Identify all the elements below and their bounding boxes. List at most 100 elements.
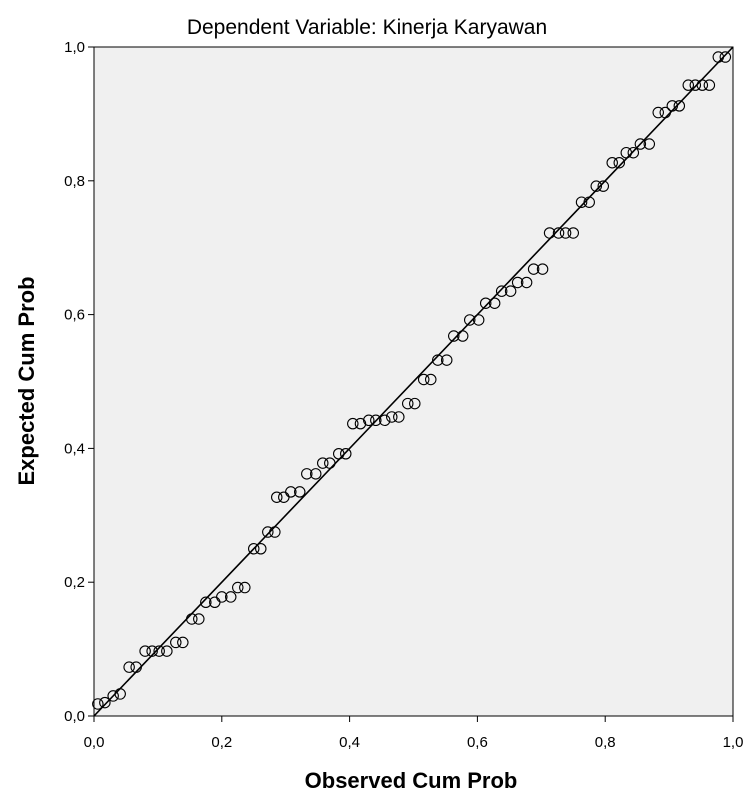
data-point	[248, 542, 260, 555]
data-point	[575, 196, 588, 208]
data-point	[536, 263, 549, 275]
data-point	[472, 314, 485, 326]
y-tick-label: 0,2	[64, 574, 85, 591]
data-point	[309, 468, 322, 480]
data-point	[682, 79, 695, 91]
data-point	[224, 591, 237, 603]
data-point	[271, 491, 283, 503]
y-tick-label: 1,0	[64, 39, 85, 56]
data-point	[262, 526, 274, 538]
data-point	[332, 448, 345, 460]
y-axis-ticks: 0,0 0,2 0,4 0,6 0,8 1,0	[64, 39, 94, 725]
x-axis-ticks: 0,0 0,2 0,4 0,6 0,8 1,0	[84, 716, 744, 751]
data-point	[456, 330, 469, 342]
data-point	[543, 227, 556, 239]
chart-title: Dependent Variable: Kinerja Karyawan	[187, 16, 547, 39]
data-point	[354, 417, 367, 430]
data-point	[139, 645, 151, 657]
data-point	[634, 138, 647, 150]
data-point	[393, 411, 405, 423]
data-point	[193, 613, 205, 625]
data-point	[520, 276, 533, 289]
data-point	[627, 146, 640, 159]
data-point	[114, 688, 126, 700]
y-tick-label: 0,0	[64, 708, 85, 725]
data-point	[378, 414, 391, 427]
data-point	[432, 354, 444, 366]
data-point	[107, 690, 119, 702]
data-point	[409, 397, 421, 410]
data-point	[146, 645, 158, 657]
x-axis-label: Observed Cum Prob	[305, 768, 518, 793]
data-point	[689, 79, 702, 91]
data-point	[511, 276, 524, 289]
data-point	[324, 457, 336, 469]
reference-line	[93, 46, 734, 717]
y-tick-label: 0,4	[64, 440, 85, 457]
data-point	[425, 373, 437, 386]
data-point	[613, 156, 626, 169]
y-tick-label: 0,6	[64, 307, 85, 324]
x-tick-label: 0,6	[467, 734, 488, 751]
y-tick-label: 0,8	[64, 173, 85, 190]
data-point	[659, 106, 672, 119]
data-point	[488, 297, 501, 309]
data-point	[673, 100, 686, 112]
x-tick-label: 0,8	[595, 734, 616, 751]
data-point	[347, 417, 359, 430]
data-point	[200, 596, 212, 609]
data-point	[317, 457, 329, 469]
data-point	[527, 263, 540, 275]
data-point	[463, 314, 476, 326]
data-point	[590, 180, 603, 192]
data-point	[255, 542, 267, 555]
data-point	[552, 227, 565, 239]
data-point	[99, 696, 111, 709]
data-point	[92, 698, 104, 710]
data-point	[186, 613, 198, 625]
data-point	[177, 636, 189, 649]
data-point	[239, 581, 251, 594]
data-point	[652, 106, 664, 119]
data-point	[153, 645, 165, 657]
data-point	[269, 526, 281, 538]
data-point	[161, 645, 173, 657]
data-point	[643, 138, 656, 150]
data-point	[340, 448, 352, 460]
x-tick-label: 0,2	[211, 734, 232, 751]
x-tick-label: 1,0	[723, 734, 744, 751]
data-point	[495, 285, 508, 297]
x-tick-label: 0,0	[84, 734, 105, 751]
data-point	[696, 79, 709, 91]
data-point	[401, 397, 414, 410]
reference-line-group	[93, 46, 734, 717]
data-point	[597, 180, 610, 192]
data-point	[294, 486, 306, 498]
data-point	[448, 330, 460, 342]
data-point	[504, 285, 517, 297]
data-point	[285, 486, 297, 498]
data-point	[719, 51, 732, 63]
data-point	[583, 196, 595, 208]
data-point	[440, 354, 453, 366]
data-point	[130, 661, 142, 673]
data-point	[606, 156, 618, 169]
data-point	[301, 468, 313, 480]
data-point	[216, 591, 228, 603]
data-point	[386, 411, 398, 423]
data-point	[567, 227, 579, 239]
data-point	[417, 373, 430, 386]
data-point	[703, 79, 716, 91]
data-points	[92, 51, 732, 710]
data-point	[370, 414, 382, 427]
data-point	[123, 661, 135, 673]
data-point	[620, 146, 633, 159]
data-point	[559, 227, 572, 239]
y-axis-label: Expected Cum Prob	[14, 276, 39, 485]
data-point	[170, 636, 182, 649]
data-point	[363, 414, 375, 427]
data-point	[479, 297, 492, 309]
data-point	[232, 581, 244, 594]
data-point	[666, 100, 679, 112]
